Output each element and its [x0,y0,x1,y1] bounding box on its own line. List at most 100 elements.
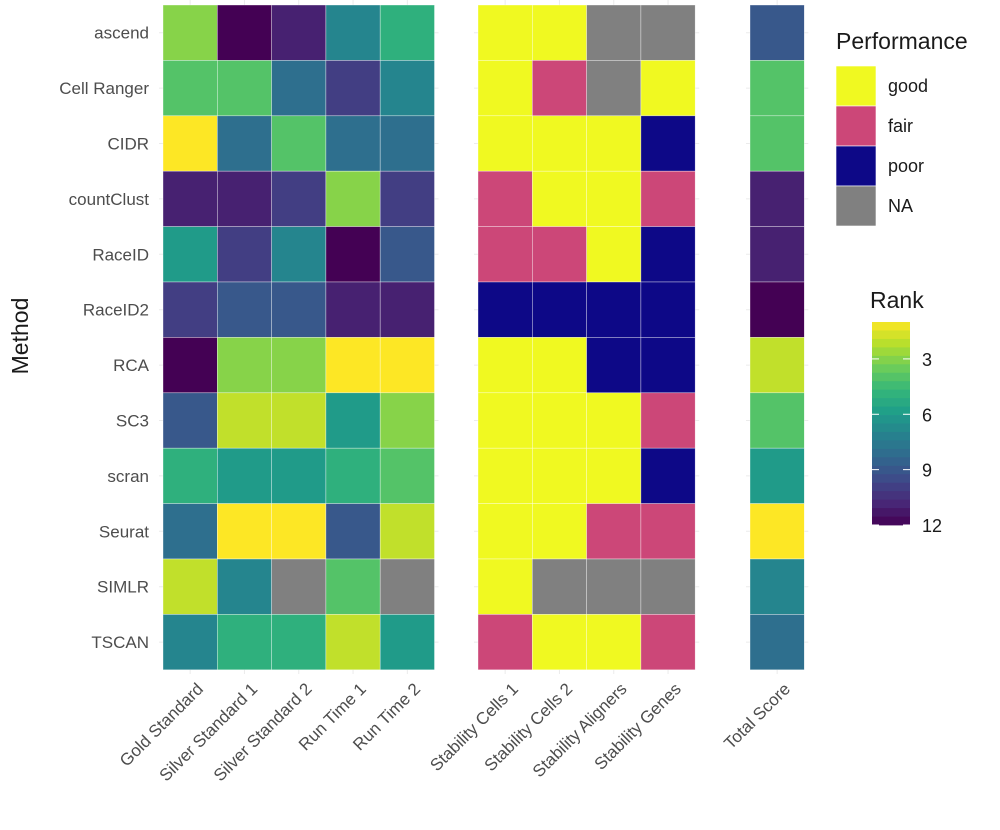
heatmap-cell [217,60,272,117]
heatmap-cell [749,226,805,283]
heatmap-cell [325,503,381,560]
colorbar-segment [872,355,910,365]
y-tick-label: RaceID [92,245,149,264]
heatmap-cell [749,503,805,560]
heatmap-cell [477,558,533,615]
heatmap-cell [162,115,218,172]
heatmap-cell [531,4,587,61]
heatmap-cell [162,503,218,560]
heatmap-cell [477,115,533,172]
heatmap-cell [162,337,218,394]
heatmap-cell [531,614,587,671]
heatmap-cell [531,503,587,560]
heatmap-cell [325,558,381,615]
heatmap-cell [477,503,533,560]
colorbar-segment [872,457,910,467]
colorbar-tick-label: 9 [922,461,932,481]
heatmap-cell [586,503,642,560]
heatmap-cell [531,60,587,117]
heatmap-cell [531,281,587,338]
colorbar-segment [872,465,910,475]
heatmap-cell [379,337,435,394]
heatmap-cell [271,115,327,172]
colorbar-tick-label: 3 [922,350,932,370]
heatmap-cell [271,503,327,560]
heatmap-cell [640,614,696,671]
colorbar-segment [872,330,910,340]
heatmap-cell [162,281,218,338]
heatmap-cell [217,226,272,283]
heatmap-cell [749,115,805,172]
heatmap-cell [271,60,327,117]
legend-performance-key [835,185,877,227]
heatmap-cell [325,60,381,117]
heatmap-cell [325,447,381,504]
colorbar-tick-label: 12 [922,516,942,536]
colorbar-segment [872,516,910,526]
heatmap-cell [531,558,587,615]
heatmap-cell [325,281,381,338]
heatmap-cell [477,337,533,394]
heatmap-cell [271,170,327,227]
y-tick-label: scran [107,467,149,486]
heatmap-cell [749,614,805,671]
legend-performance-key [835,145,877,187]
heatmap-cell [749,392,805,449]
colorbar-segment [872,440,910,450]
heatmap-cell [640,115,696,172]
heatmap-cell [640,4,696,61]
heatmap-cell [379,281,435,338]
colorbar-segment [872,398,910,407]
heatmap-cell [586,115,642,172]
heatmap-cell [217,4,272,61]
colorbar-segment [872,406,910,416]
y-tick-label: SIMLR [97,578,149,597]
heatmap-cell [379,60,435,117]
heatmap-cell [162,170,218,227]
heatmap-cell [749,170,805,227]
colorbar-segment [872,381,910,391]
heatmap-cell [379,226,435,283]
heatmap-cell [586,4,642,61]
heatmap-cell [162,392,218,449]
colorbar-segment [872,415,910,424]
heatmap-cell [162,614,218,671]
heatmap-cell [325,614,381,671]
heatmap-cell [531,337,587,394]
heatmap-cell [640,503,696,560]
heatmap-cell [162,60,218,117]
heatmap-cell [749,447,805,504]
heatmap-cell [749,558,805,615]
heatmap-cell [325,337,381,394]
heatmap-cell [217,337,272,394]
legend-performance-label: good [888,76,928,96]
legend-performance-key [835,65,877,107]
colorbar-segment [872,499,910,509]
colorbar-segment [872,364,910,374]
heatmap-cell [162,226,218,283]
heatmap-cell [586,392,642,449]
heatmap-cell [749,60,805,117]
legend-performance-label: NA [888,196,913,216]
heatmap-cell [477,281,533,338]
heatmap-cell [325,170,381,227]
heatmap-cell [586,447,642,504]
colorbar-segment [872,338,910,348]
heatmap-cell [477,392,533,449]
heatmap-cell [271,558,327,615]
heatmap-cell [271,337,327,394]
heatmap-cell [477,60,533,117]
heatmap-cell [640,337,696,394]
colorbar-segment [872,448,910,458]
heatmap-cell [586,226,642,283]
colorbar-segment [872,322,910,331]
heatmap-cell [586,170,642,227]
colorbar-segment [872,474,910,484]
heatmap-cell [531,115,587,172]
heatmap-cell [379,4,435,61]
heatmap-cell [586,558,642,615]
colorbar-segment [872,347,910,357]
heatmap-cell [640,60,696,117]
y-tick-label: countClust [69,190,150,209]
